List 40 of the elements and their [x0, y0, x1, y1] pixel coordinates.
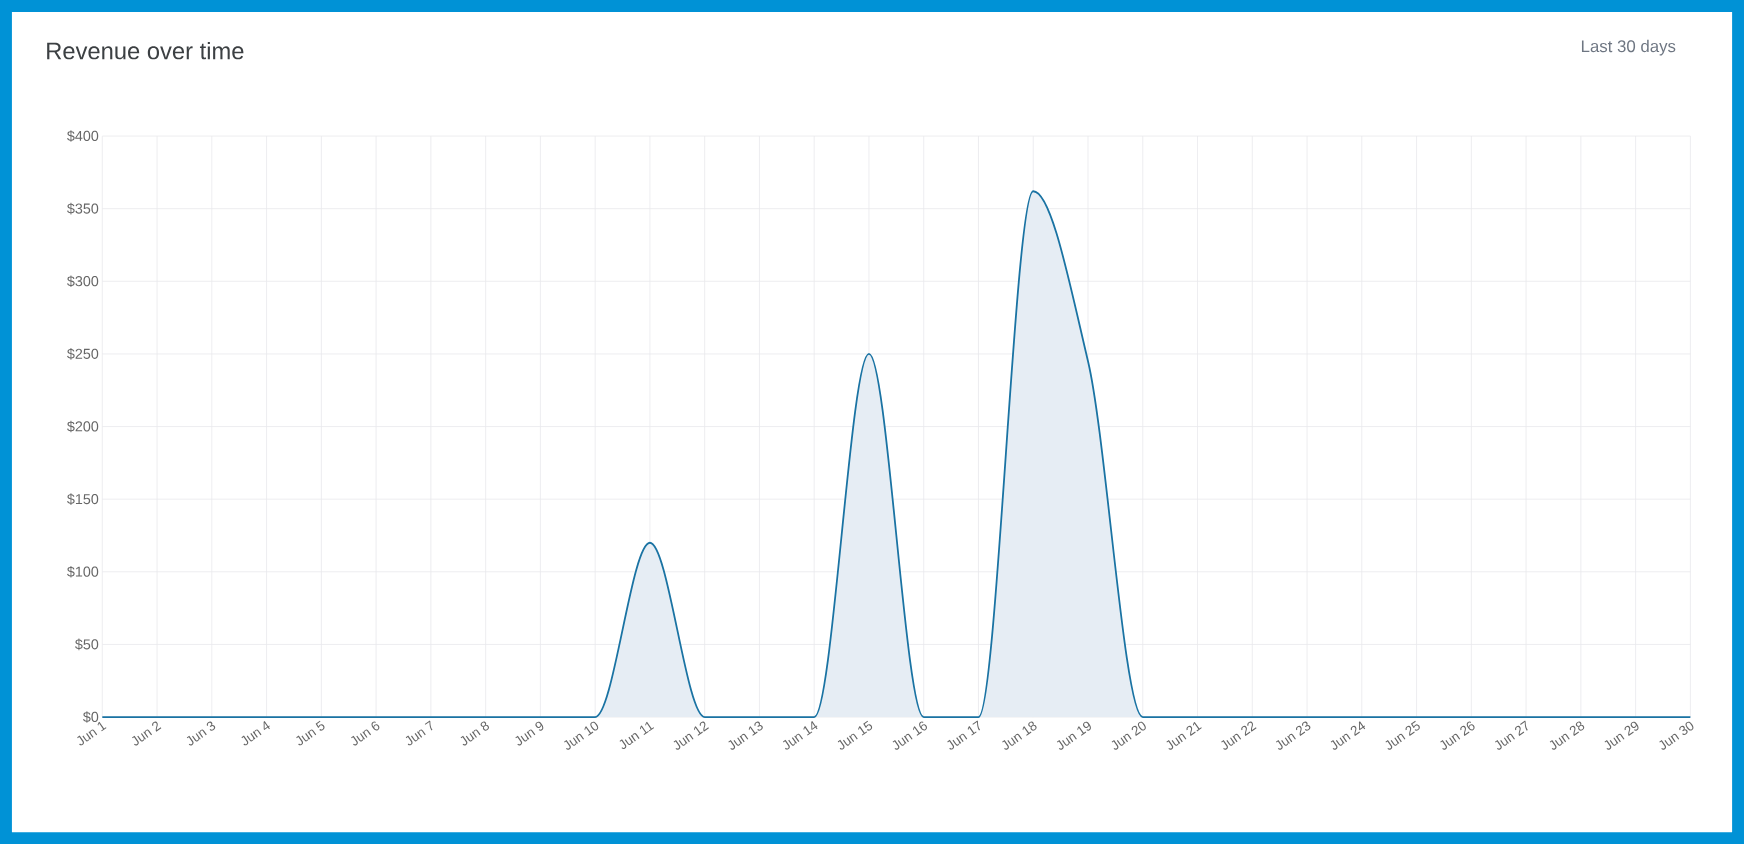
x-tick-label: Jun 30 — [1659, 721, 1694, 750]
x-tick-label: Jun 18 — [1002, 721, 1037, 750]
text: Last 30 days — [1581, 39, 1676, 56]
x-tick-label: Jun 17 — [947, 720, 981, 750]
x-tick-label: Jun 22 — [1221, 721, 1257, 750]
chart-title: Revenue over time — [47, 41, 244, 60]
y-tick-label: $150 — [67, 493, 99, 505]
x-tick-label: Jun 28 — [1549, 721, 1585, 750]
y-tick-label: $300 — [67, 275, 99, 288]
x-tick-label: Jun 26 — [1440, 721, 1475, 750]
x-tick-label: Jun 15 — [837, 720, 873, 750]
x-tick-label: Jun 10 — [564, 721, 599, 750]
y-tick-label: $0 — [83, 711, 99, 723]
x-tick-label: Jun 16 — [892, 721, 928, 750]
y-tick-label: $100 — [67, 565, 99, 578]
x-tick-label: Jun 4 — [241, 720, 270, 746]
x-tick-label: Jun 24 — [1330, 721, 1366, 750]
x-tick-label: Jun 21 — [1166, 721, 1202, 750]
y-tick-label: $200 — [67, 420, 99, 433]
x-tick-label: Jun 5 — [296, 720, 325, 746]
x-tick-label: Jun 29 — [1604, 721, 1639, 750]
x-tick-label: Jun 3 — [186, 721, 216, 746]
x-tick-label: Jun 14 — [783, 720, 818, 750]
x-tick-label: Jun 19 — [1056, 721, 1091, 750]
y-tick-label: $400 — [67, 130, 99, 142]
x-tick-label: Jun 9 — [515, 721, 544, 746]
x-tick-label: Jun 25 — [1385, 720, 1420, 750]
x-tick-label: Jun 13 — [728, 721, 763, 750]
y-tick-label: $50 — [75, 638, 99, 651]
x-tick-label: Jun 23 — [1275, 721, 1311, 750]
x-tick-label: Jun 27 — [1494, 720, 1528, 750]
x-tick-label: Jun 6 — [351, 721, 380, 746]
x-tick-label: Jun 7 — [405, 720, 433, 746]
y-tick-label: $250 — [67, 348, 99, 360]
y-tick-label: $350 — [67, 202, 99, 215]
x-tick-label: Jun 20 — [1111, 721, 1146, 750]
x-tick-label: Jun 2 — [132, 721, 162, 746]
x-tick-label: Jun 12 — [673, 721, 709, 750]
x-tick-label: Jun 8 — [460, 721, 490, 746]
x-tick-label: Jun 11 — [619, 721, 655, 749]
